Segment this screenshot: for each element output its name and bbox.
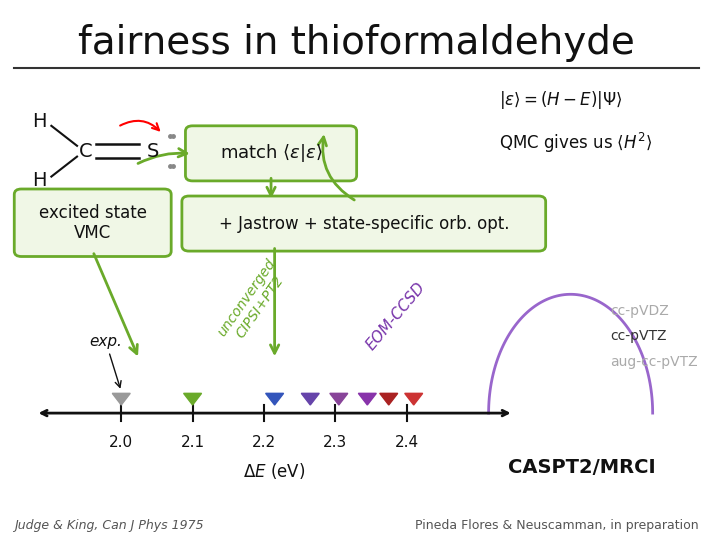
Text: + Jastrow + state-specific orb. opt.: + Jastrow + state-specific orb. opt. [219, 214, 509, 233]
Polygon shape [184, 393, 202, 405]
Text: Judge & King, Can J Phys 1975: Judge & King, Can J Phys 1975 [14, 519, 204, 532]
FancyBboxPatch shape [14, 189, 171, 256]
FancyArrowPatch shape [138, 148, 186, 164]
Text: cc-pVDZ: cc-pVDZ [610, 303, 669, 318]
FancyBboxPatch shape [186, 126, 356, 181]
Polygon shape [112, 393, 130, 405]
Text: fairness in thioformaldehyde: fairness in thioformaldehyde [78, 24, 635, 62]
Polygon shape [301, 393, 319, 405]
Text: H: H [32, 171, 47, 191]
Text: aug-cc-pVTZ: aug-cc-pVTZ [610, 355, 698, 369]
Text: Pineda Flores & Neuscamman, in preparation: Pineda Flores & Neuscamman, in preparati… [415, 519, 699, 532]
Text: exp.: exp. [89, 334, 122, 387]
FancyBboxPatch shape [182, 196, 546, 251]
Text: $\Delta E$ (eV): $\Delta E$ (eV) [243, 461, 306, 481]
Polygon shape [379, 393, 397, 405]
Text: 2.3: 2.3 [323, 435, 347, 450]
Text: 2.2: 2.2 [252, 435, 276, 450]
Text: 2.1: 2.1 [181, 435, 204, 450]
Text: 2.4: 2.4 [395, 435, 418, 450]
FancyArrowPatch shape [120, 121, 159, 130]
Text: unconverged
CIPSI+PT2: unconverged CIPSI+PT2 [215, 256, 292, 348]
Polygon shape [330, 393, 348, 405]
Polygon shape [266, 393, 284, 405]
FancyArrowPatch shape [94, 254, 138, 354]
Text: $|\epsilon\rangle = (H - E)|\Psi\rangle$: $|\epsilon\rangle = (H - E)|\Psi\rangle$ [499, 89, 623, 111]
Text: 2.0: 2.0 [109, 435, 133, 450]
Text: S: S [147, 141, 160, 161]
Text: match $\langle\epsilon|\epsilon\rangle$: match $\langle\epsilon|\epsilon\rangle$ [220, 143, 323, 164]
Text: QMC gives us $\langle H^2\rangle$: QMC gives us $\langle H^2\rangle$ [499, 131, 652, 155]
Polygon shape [405, 393, 423, 405]
Text: CASPT2/MRCI: CASPT2/MRCI [508, 457, 655, 477]
Polygon shape [359, 393, 377, 405]
FancyArrowPatch shape [267, 178, 275, 195]
Text: EOM-CCSD: EOM-CCSD [364, 279, 428, 353]
FancyArrowPatch shape [318, 137, 354, 200]
Text: cc-pVTZ: cc-pVTZ [610, 329, 666, 343]
Text: C: C [78, 141, 92, 161]
Text: H: H [32, 112, 47, 131]
Text: excited state
VMC: excited state VMC [39, 204, 147, 242]
FancyArrowPatch shape [271, 248, 279, 353]
